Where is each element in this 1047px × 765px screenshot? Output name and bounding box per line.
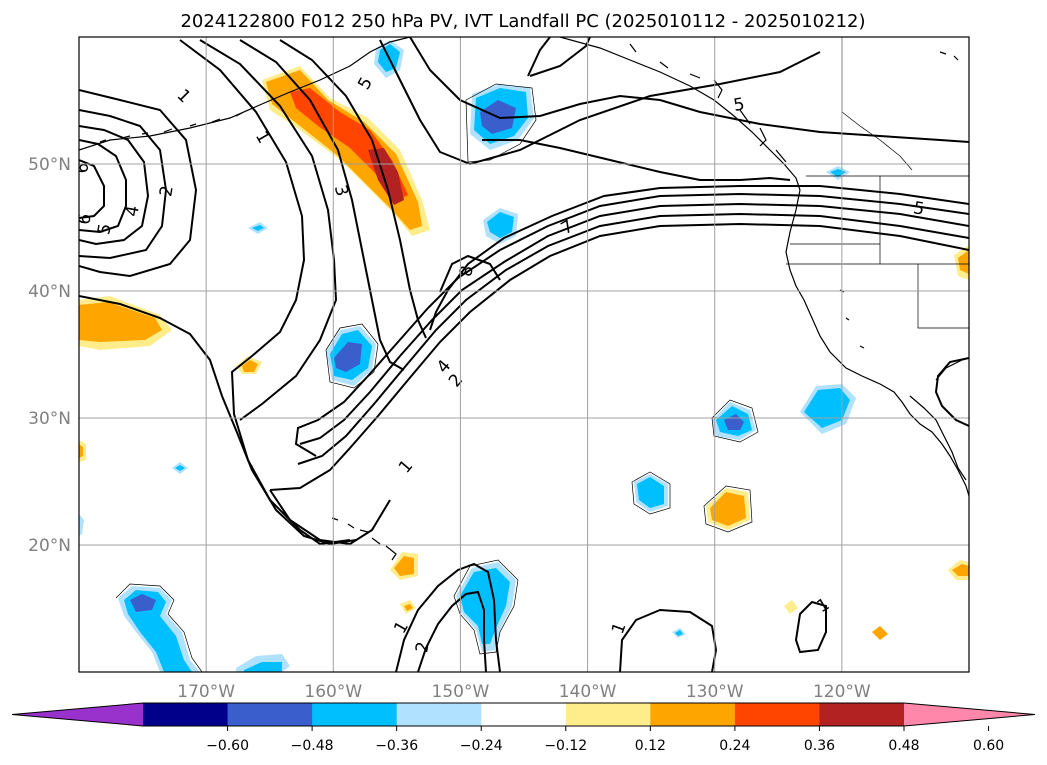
contour-north-5 [379, 39, 821, 166]
lon-tick-label: 160°W [304, 682, 362, 702]
figure-title: 2024122800 F012 250 hPa PV, IVT Landfall… [180, 11, 865, 32]
outline-subtropic-negative [631, 471, 671, 515]
lon-tick-label: 120°W [813, 682, 871, 702]
positive-anomaly-subtropic [706, 488, 750, 530]
colorbar-segment [481, 703, 567, 726]
contour-jet-2 [297, 212, 969, 465]
contour-1-outer [179, 39, 351, 546]
contour-trough-axis-2 [239, 39, 405, 371]
contour-north-7 [409, 37, 969, 143]
colorbar-tick-label: 0.48 [888, 738, 919, 754]
colorbar-tick-label: −0.48 [291, 738, 334, 754]
colorbar-tick-label: −0.24 [460, 738, 503, 754]
contour-label: 2 [156, 184, 178, 198]
lat-tick-label: 20°N [28, 536, 71, 556]
colorbar-segment [312, 703, 398, 726]
contour-closed-west-5 [79, 159, 105, 219]
negative-anomaly-subtropic [634, 474, 668, 512]
colorbar-tick-label: 0.36 [804, 738, 835, 754]
colorbar-extend-low [12, 703, 143, 726]
contour-label: 6 [73, 163, 93, 174]
outline-subtropic-positive [703, 485, 753, 533]
gridlines [79, 37, 969, 672]
negative-anomaly-south [456, 562, 516, 652]
contour-jet-1 [269, 222, 969, 491]
contour-jet-5 [429, 185, 969, 331]
baja-california [909, 395, 967, 481]
contour-closed-west-4 [79, 139, 127, 234]
colorbar-tick-label: 0.12 [635, 738, 666, 754]
lon-tick-label: 150°W [432, 682, 490, 702]
colorbar-tick-label: 0.24 [719, 738, 750, 754]
outline-sw-negative [115, 583, 203, 672]
colorbar-tick-label: 0.60 [973, 738, 1004, 754]
state-borders [786, 176, 969, 329]
lat-tick-label: 30°N [28, 409, 71, 429]
contour-jet-3 [299, 202, 969, 445]
outline-gulf-negative [465, 83, 537, 163]
contour-label: 4 [122, 204, 144, 218]
contour-trough-axis-1 [279, 39, 427, 339]
contour-south-loop-2 [417, 590, 487, 672]
lon-tick-label: 130°W [686, 682, 744, 702]
contour-label: 5 [732, 94, 746, 116]
colorbar-segment [396, 703, 482, 726]
latitude-labels: 20°N 30°N 40°N 50°N [28, 155, 71, 556]
colorbar-tick-label: −0.36 [375, 738, 418, 754]
colorbar-extend-high [904, 703, 1035, 726]
lon-tick-label: 140°W [559, 682, 617, 702]
contour-label: 5 [912, 198, 926, 220]
negative-anomaly-southwest [118, 586, 290, 672]
gulf-alaska-coast [559, 37, 801, 191]
contour-closed-west-3 [79, 125, 150, 246]
colorbar-segment [227, 703, 313, 726]
contour-closed-west-1 [79, 89, 198, 278]
outline-east-negative [711, 399, 759, 443]
map-background [79, 37, 969, 672]
outline-south-negative [453, 559, 519, 655]
colorbar-segment [819, 703, 905, 726]
contour-south-east-loop [619, 608, 718, 672]
contour-small-east-loop [794, 600, 827, 654]
outline-central-negative [325, 323, 379, 389]
bc-islands [629, 43, 787, 163]
contour-south-loop-1 [395, 562, 501, 672]
contour-label: 3 [330, 183, 352, 199]
lat-tick-label: 40°N [28, 282, 71, 302]
lat-tick-label: 50°N [28, 155, 71, 175]
contour-8-loop [439, 254, 501, 293]
colorbar: −0.60 −0.48 −0.36 −0.24 −0.12 0.12 0.24 0.36 0.4… [11, 702, 1036, 754]
colorbar-outline [11, 702, 1036, 727]
contour-label: 2 [412, 640, 434, 654]
contour-label: 8 [456, 264, 478, 278]
contour-closed-west-2 [79, 109, 168, 260]
map-frame [78, 36, 970, 673]
colorbar-segment [565, 703, 651, 726]
longitude-labels: 170°W 160°W 150°W 140°W 130°W 120°W [177, 682, 871, 702]
colorbar-segment [650, 703, 736, 726]
colorbar-segment [143, 703, 229, 726]
contour-east-edge [934, 357, 969, 427]
contour-mid-ridge [482, 139, 791, 181]
contour-trough-axis-3 [199, 39, 338, 421]
contour-label: 6 [74, 212, 96, 226]
contour-label: 5 [94, 222, 116, 236]
positive-anomaly-west-edge [79, 296, 172, 350]
pv-contours [79, 37, 969, 672]
alaska-peninsula-coast [79, 37, 411, 151]
negative-anomaly-east-1 [712, 402, 756, 440]
hawaii-islands [331, 517, 397, 561]
colorbar-segment [734, 703, 820, 726]
negative-anomaly-central [326, 326, 376, 386]
colorbar-tick-label: −0.60 [206, 738, 249, 754]
anomaly-outlines [115, 83, 759, 672]
colorbar-tick-label: −0.12 [544, 738, 587, 754]
lon-tick-label: 170°W [177, 682, 235, 702]
contour-tropics-west [79, 295, 357, 546]
